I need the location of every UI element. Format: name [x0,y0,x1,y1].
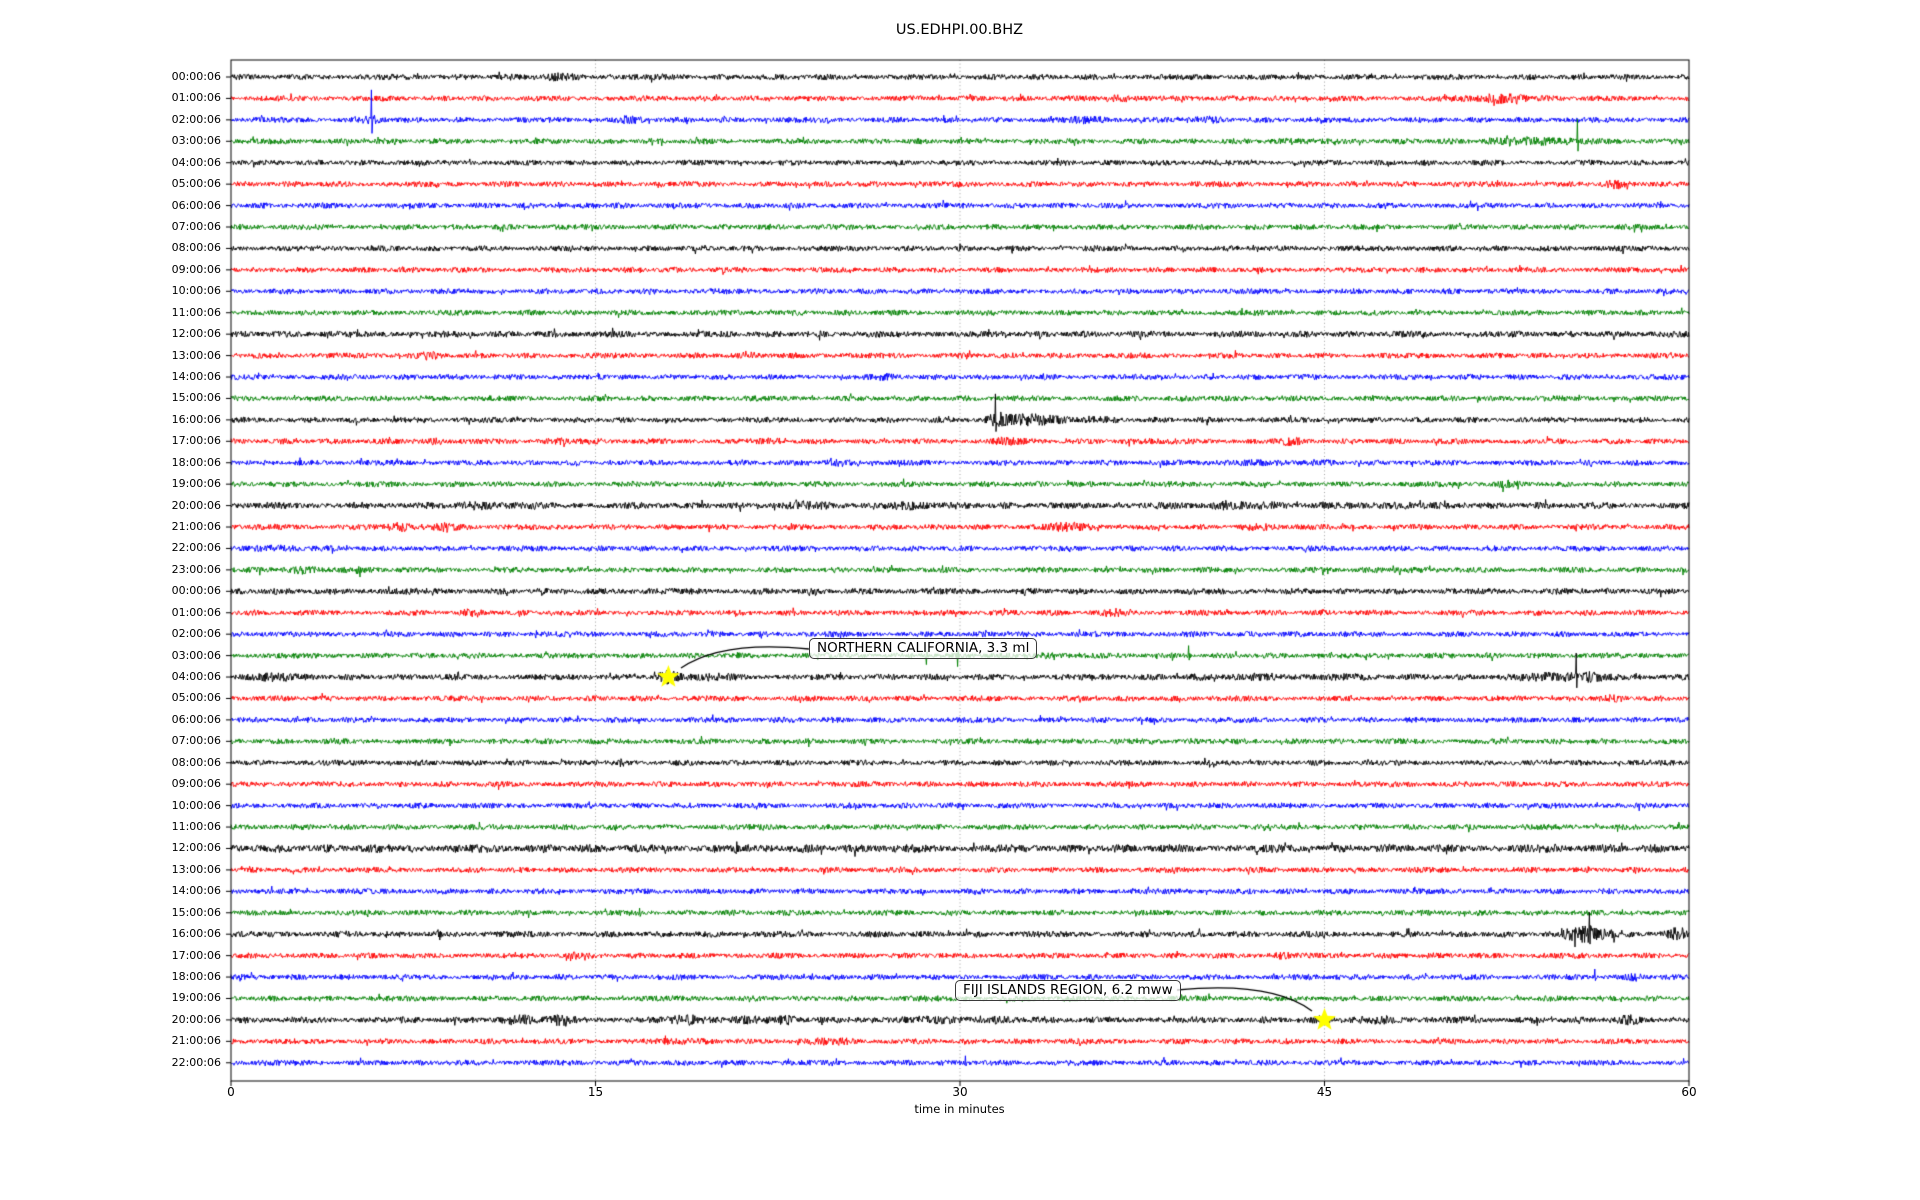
y-axis-label: 01:00:06 [171,605,221,619]
y-axis-label: 03:00:06 [171,648,221,662]
y-axis-label: 01:00:06 [171,91,221,105]
plot-title: US.EDHPI.00.BHZ [895,22,1024,38]
y-axis-label: 05:00:06 [171,177,221,191]
y-axis-label: 06:00:06 [171,712,221,726]
y-axis-label: 04:00:06 [171,670,221,684]
y-axis-label: 02:00:06 [171,112,221,126]
y-axis-label: 16:00:06 [171,927,221,941]
y-axis-label: 12:00:06 [171,841,221,855]
x-axis-tick-label: 30 [952,1085,968,1099]
y-axis-label: 10:00:06 [171,284,221,298]
y-axis-label: 20:00:06 [171,498,221,512]
y-axis-label: 11:00:06 [171,305,221,319]
y-axis-label: 06:00:06 [171,198,221,212]
y-axis-label: 18:00:06 [171,970,221,984]
y-axis-label: 02:00:06 [171,627,221,641]
y-axis-label: 04:00:06 [171,155,221,169]
y-axis-label: 15:00:06 [171,905,221,919]
y-axis-label: 05:00:06 [171,691,221,705]
y-axis-label: 09:00:06 [171,262,221,276]
y-axis-label: 21:00:06 [171,1034,221,1048]
y-axis-label: 22:00:06 [171,1055,221,1069]
y-axis-label: 23:00:06 [171,562,221,576]
x-axis-tick-label: 45 [1316,1085,1333,1099]
y-axis-label: 00:00:06 [171,70,221,83]
y-axis-label: 03:00:06 [171,134,221,148]
x-axis-tick-label: 0 [227,1085,235,1099]
y-axis-label: 07:00:06 [171,734,221,748]
y-axis-label: 19:00:06 [171,991,221,1005]
annotation-fiji-islands: FIJI ISLANDS REGION, 6.2 mww [955,980,1181,1001]
y-axis-label: 14:00:06 [171,884,221,898]
y-axis-label: 14:00:06 [171,370,221,384]
y-axis-label: 16:00:06 [171,412,221,426]
y-axis-label: 13:00:06 [171,348,221,362]
annotation-northern-california: NORTHERN CALIFORNIA, 3.3 ml [809,638,1038,659]
x-axis-tick-label: 15 [587,1085,604,1099]
y-axis-label: 17:00:06 [171,948,221,962]
y-axis-label: 21:00:06 [171,520,221,534]
y-axis-label: 20:00:06 [171,1012,221,1026]
y-axis-label: 18:00:06 [171,455,221,469]
x-axis-title: time in minutes [914,1102,1005,1116]
y-axis-label: 08:00:06 [171,241,221,255]
y-axis-label: 17:00:06 [171,434,221,448]
y-axis-label: 10:00:06 [171,798,221,812]
y-axis-label: 00:00:06 [171,584,221,598]
x-axis-tick-label: 60 [1681,1085,1697,1099]
y-axis-label: 11:00:06 [171,820,221,834]
y-axis-label: 22:00:06 [171,541,221,555]
y-axis-label: 07:00:06 [171,220,221,233]
y-axis-label: 19:00:06 [171,477,221,491]
y-axis-label: 13:00:06 [171,862,221,876]
y-axis-label: 12:00:06 [171,327,221,341]
y-axis-label: 08:00:06 [171,755,221,769]
y-axis-label: 15:00:06 [171,391,221,405]
y-axis-label: 09:00:06 [171,777,221,791]
